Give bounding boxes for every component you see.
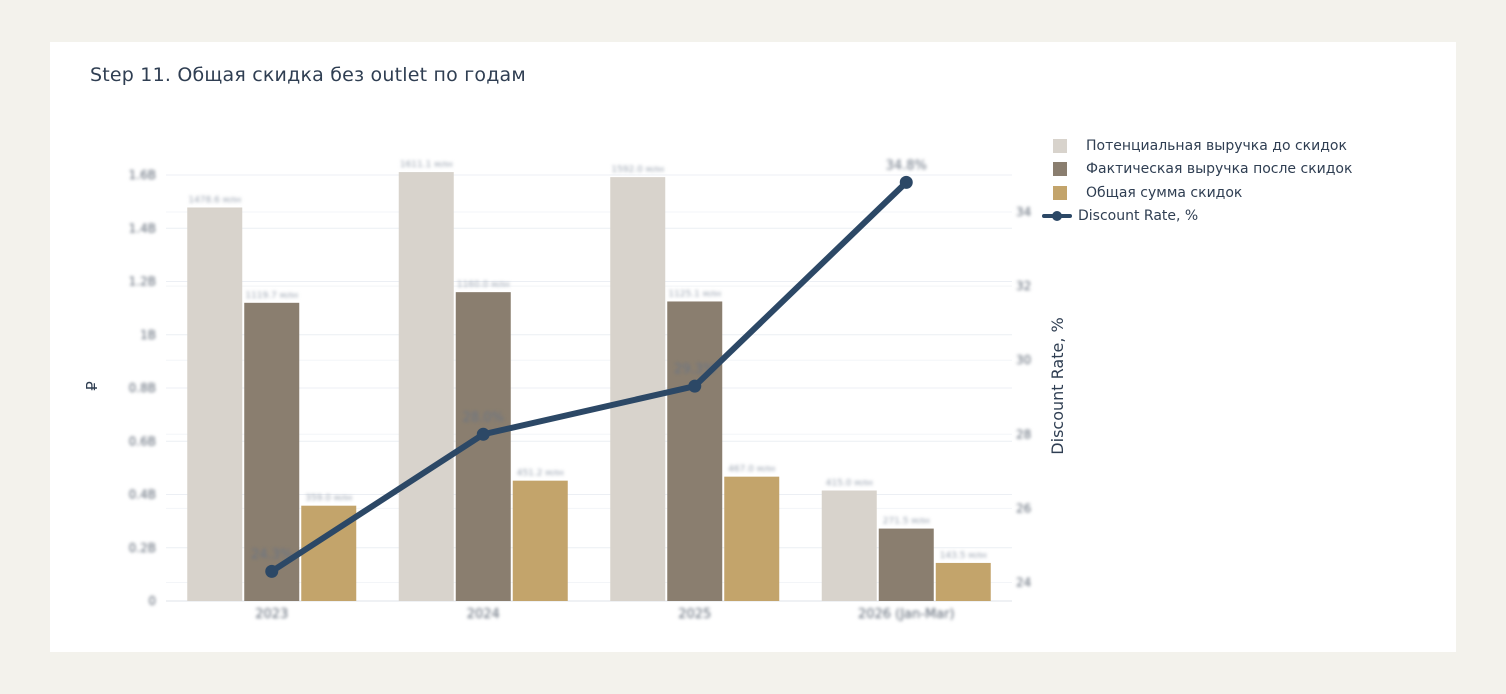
y2-tick-label: 26: [1016, 501, 1031, 515]
y-tick-label: 1.4B: [129, 221, 156, 235]
bar: [512, 480, 568, 601]
bar-data-label: 1478.6 млн: [188, 195, 241, 205]
bar: [187, 207, 243, 602]
y-tick-label: 0.4B: [129, 488, 156, 502]
y2-tick-label: 32: [1016, 279, 1031, 293]
legend-label: Потенциальная выручка до скидок: [1086, 137, 1347, 154]
legend-swatch-potential: [1053, 138, 1067, 153]
grid-layer: [166, 174, 1012, 602]
y-tick-label: 1.2B: [129, 275, 156, 289]
legend-label: Фактическая выручка после скидок: [1086, 161, 1353, 178]
bar: [610, 177, 666, 601]
bar-data-label: 451.2 млн: [517, 469, 564, 479]
discount-rate-point: [688, 379, 702, 393]
bar-data-label: 271.5 млн: [883, 517, 930, 527]
y-tick-label: 1B: [140, 328, 156, 342]
bar-layer: [187, 172, 991, 602]
bar-data-label: 143.5 млн: [940, 551, 987, 561]
legend-line-marker: [1042, 209, 1072, 223]
y-tick-label: 0.6B: [129, 434, 156, 448]
x-tick-label: 2025: [678, 607, 711, 622]
bar: [935, 562, 991, 601]
bar: [878, 528, 934, 601]
line-data-label: 28.0%: [463, 410, 504, 425]
y2-axis-label: Discount Rate, %: [1048, 317, 1067, 454]
x-tick-label: 2024: [467, 607, 500, 622]
line-layer: [265, 175, 913, 578]
legend-swatch-discounts: [1053, 185, 1067, 200]
bar-data-label: 415.0 млн: [826, 479, 873, 489]
legend-swatch-actual: [1053, 162, 1067, 177]
bar: [398, 172, 454, 602]
y-axis-label: ₽: [83, 381, 101, 391]
bar-data-label: 1119.7 млн: [245, 291, 298, 301]
legend-item-actual[interactable]: Фактическая выручка после скидок: [1050, 158, 1352, 182]
line-data-label: 34.8%: [886, 158, 927, 173]
y-tick-label: 0.8B: [129, 381, 156, 395]
tick-layer: 0 0.2B 0.4B 0.6B 0.8B 1B 1.2B 1.4B 1.6B 24 26 28 30 3…: [129, 168, 1032, 622]
discount-rate-point: [265, 564, 279, 578]
legend-label: Общая сумма скидок: [1086, 184, 1243, 201]
legend-item-potential[interactable]: Потенциальная выручка до скидок: [1050, 134, 1352, 158]
bar: [667, 301, 723, 601]
bar: [244, 302, 300, 601]
legend-item-discount-rate[interactable]: Discount Rate, %: [1042, 205, 1352, 229]
legend-item-discounts[interactable]: Общая сумма скидок: [1050, 181, 1352, 205]
y2-tick-label: 30: [1016, 353, 1031, 367]
y-tick-label: 0.2B: [129, 541, 156, 555]
legend: Потенциальная выручка до скидок Фактичес…: [1042, 134, 1352, 229]
bar-data-label: 1611.1 млн: [400, 160, 453, 170]
bar-data-label: 1125.1 млн: [668, 289, 721, 299]
y-tick-label: 1.6B: [129, 168, 156, 182]
y2-tick-label: 28: [1016, 427, 1031, 441]
bar-data-label: 359.0 млн: [305, 494, 352, 504]
bar-data-label: 1160.0 млн: [457, 280, 510, 290]
bar: [821, 490, 877, 601]
chart-title: Step 11. Общая скидка без outlet по года…: [90, 64, 526, 86]
y-tick-label: 0: [148, 594, 156, 608]
bar-data-label: 467.0 млн: [728, 465, 775, 475]
discount-rate-point: [476, 427, 490, 441]
discount-rate-line: [268, 179, 910, 575]
x-tick-label: 2023: [255, 607, 288, 622]
bar: [724, 476, 780, 601]
bar-data-label: 1592.0 млн: [611, 165, 664, 175]
x-tick-label: 2026 (Jan-Mar): [858, 607, 955, 622]
discount-rate-point: [899, 175, 913, 189]
y2-tick-label: 34: [1016, 205, 1031, 219]
legend-label: Discount Rate, %: [1078, 208, 1199, 225]
line-data-label: 24.3%: [251, 547, 292, 562]
y2-tick-label: 24: [1016, 575, 1031, 589]
